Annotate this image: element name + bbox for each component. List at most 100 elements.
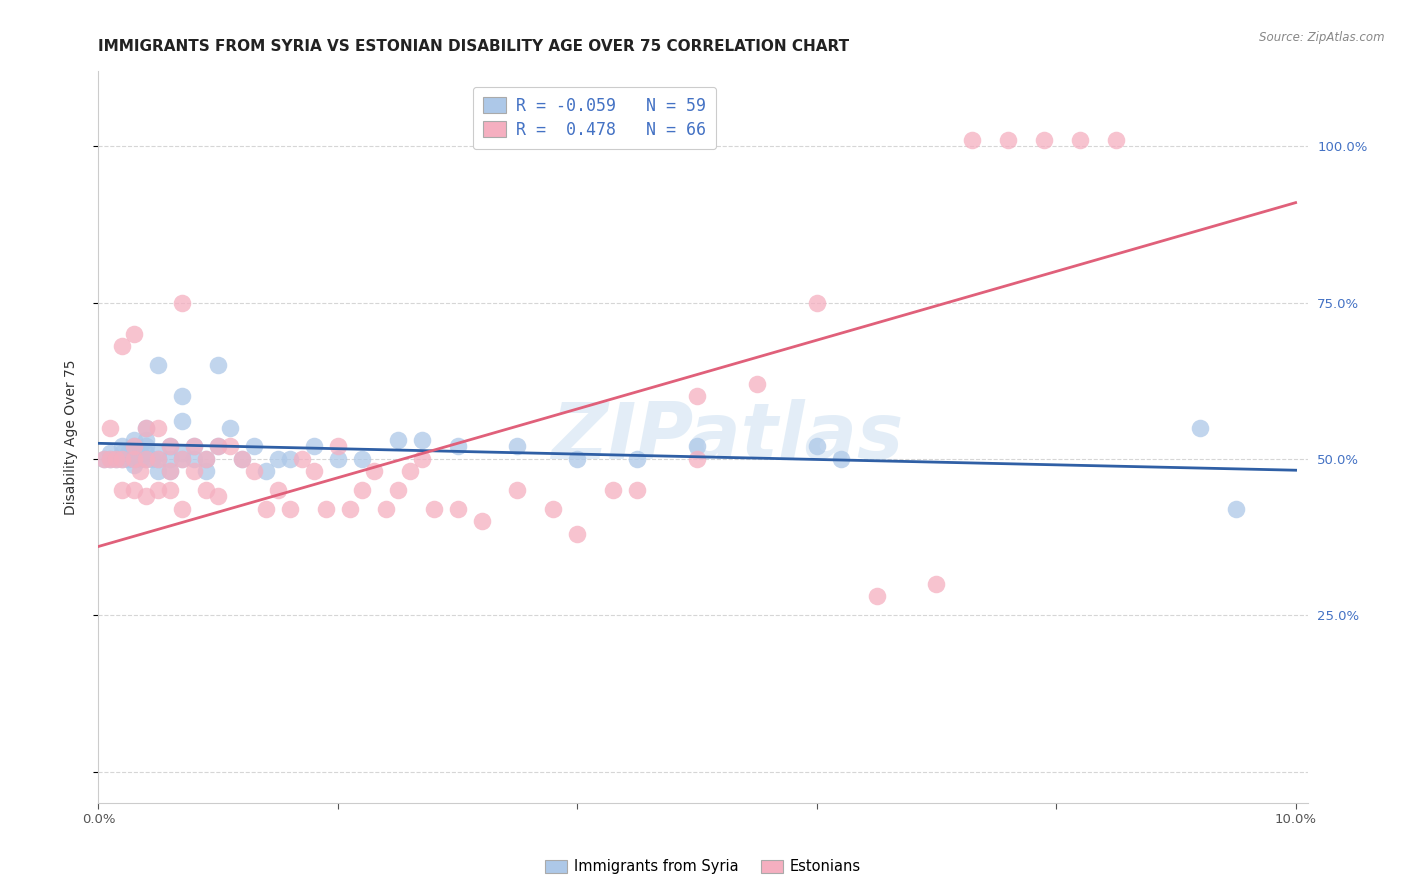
- Point: [806, 440, 828, 454]
- Point: [148, 420, 170, 434]
- Point: [315, 502, 337, 516]
- Point: [278, 502, 301, 516]
- Point: [219, 440, 242, 454]
- Point: [543, 502, 565, 516]
- Point: [339, 502, 361, 516]
- Point: [129, 446, 152, 460]
- Point: [159, 440, 181, 454]
- Point: [422, 502, 444, 516]
- Point: [105, 452, 128, 467]
- Point: [830, 452, 852, 467]
- Point: [129, 452, 152, 467]
- Point: [278, 452, 301, 467]
- Point: [135, 440, 157, 454]
- Point: [135, 420, 157, 434]
- Text: IMMIGRANTS FROM SYRIA VS ESTONIAN DISABILITY AGE OVER 75 CORRELATION CHART: IMMIGRANTS FROM SYRIA VS ESTONIAN DISABI…: [98, 38, 849, 54]
- Point: [195, 452, 218, 467]
- Point: [172, 295, 194, 310]
- Point: [195, 483, 218, 498]
- Point: [100, 446, 122, 460]
- Text: Source: ZipAtlas.com: Source: ZipAtlas.com: [1260, 31, 1385, 45]
- Point: [302, 465, 325, 479]
- Point: [148, 465, 170, 479]
- Point: [387, 434, 409, 448]
- Point: [865, 590, 887, 604]
- Point: [111, 440, 134, 454]
- Point: [135, 420, 157, 434]
- Point: [686, 440, 709, 454]
- Point: [686, 389, 709, 403]
- Point: [111, 452, 134, 467]
- Point: [267, 452, 290, 467]
- Point: [962, 133, 984, 147]
- Point: [302, 440, 325, 454]
- Point: [506, 440, 529, 454]
- Point: [567, 452, 589, 467]
- Point: [219, 420, 242, 434]
- Point: [159, 440, 181, 454]
- Point: [363, 465, 385, 479]
- Point: [231, 452, 253, 467]
- Point: [117, 446, 139, 460]
- Point: [135, 446, 157, 460]
- Point: [183, 465, 205, 479]
- Point: [100, 452, 122, 467]
- Point: [159, 483, 181, 498]
- Point: [148, 446, 170, 460]
- Point: [231, 452, 253, 467]
- Point: [243, 440, 266, 454]
- Point: [183, 440, 205, 454]
- Point: [567, 527, 589, 541]
- Point: [387, 483, 409, 498]
- Point: [93, 452, 115, 467]
- Point: [267, 483, 290, 498]
- Point: [350, 452, 373, 467]
- Point: [602, 483, 624, 498]
- Point: [254, 502, 277, 516]
- Point: [183, 452, 205, 467]
- Point: [135, 452, 157, 467]
- Point: [446, 440, 468, 454]
- Point: [100, 420, 122, 434]
- Point: [254, 465, 277, 479]
- Point: [124, 326, 146, 341]
- Point: [1188, 420, 1211, 434]
- Point: [148, 452, 170, 467]
- Point: [291, 452, 314, 467]
- Point: [148, 452, 170, 467]
- Point: [135, 452, 157, 467]
- Point: [159, 452, 181, 467]
- Legend: Immigrants from Syria, Estonians: Immigrants from Syria, Estonians: [538, 854, 868, 880]
- Point: [172, 446, 194, 460]
- Point: [135, 490, 157, 504]
- Legend: R = -0.059   N = 59, R =  0.478   N = 66: R = -0.059 N = 59, R = 0.478 N = 66: [472, 87, 716, 149]
- Point: [111, 483, 134, 498]
- Point: [135, 434, 157, 448]
- Point: [124, 452, 146, 467]
- Point: [124, 446, 146, 460]
- Point: [925, 577, 948, 591]
- Point: [172, 452, 194, 467]
- Point: [1105, 133, 1128, 147]
- Point: [374, 502, 396, 516]
- Point: [626, 452, 648, 467]
- Point: [411, 452, 433, 467]
- Point: [172, 452, 194, 467]
- Point: [195, 452, 218, 467]
- Point: [207, 440, 229, 454]
- Point: [745, 376, 768, 391]
- Point: [207, 440, 229, 454]
- Point: [398, 465, 420, 479]
- Point: [997, 133, 1019, 147]
- Point: [506, 483, 529, 498]
- Point: [124, 452, 146, 467]
- Point: [326, 440, 349, 454]
- Point: [129, 465, 152, 479]
- Point: [124, 458, 146, 473]
- Point: [1225, 502, 1247, 516]
- Point: [124, 434, 146, 448]
- Point: [183, 440, 205, 454]
- Point: [111, 446, 134, 460]
- Point: [172, 389, 194, 403]
- Point: [195, 465, 218, 479]
